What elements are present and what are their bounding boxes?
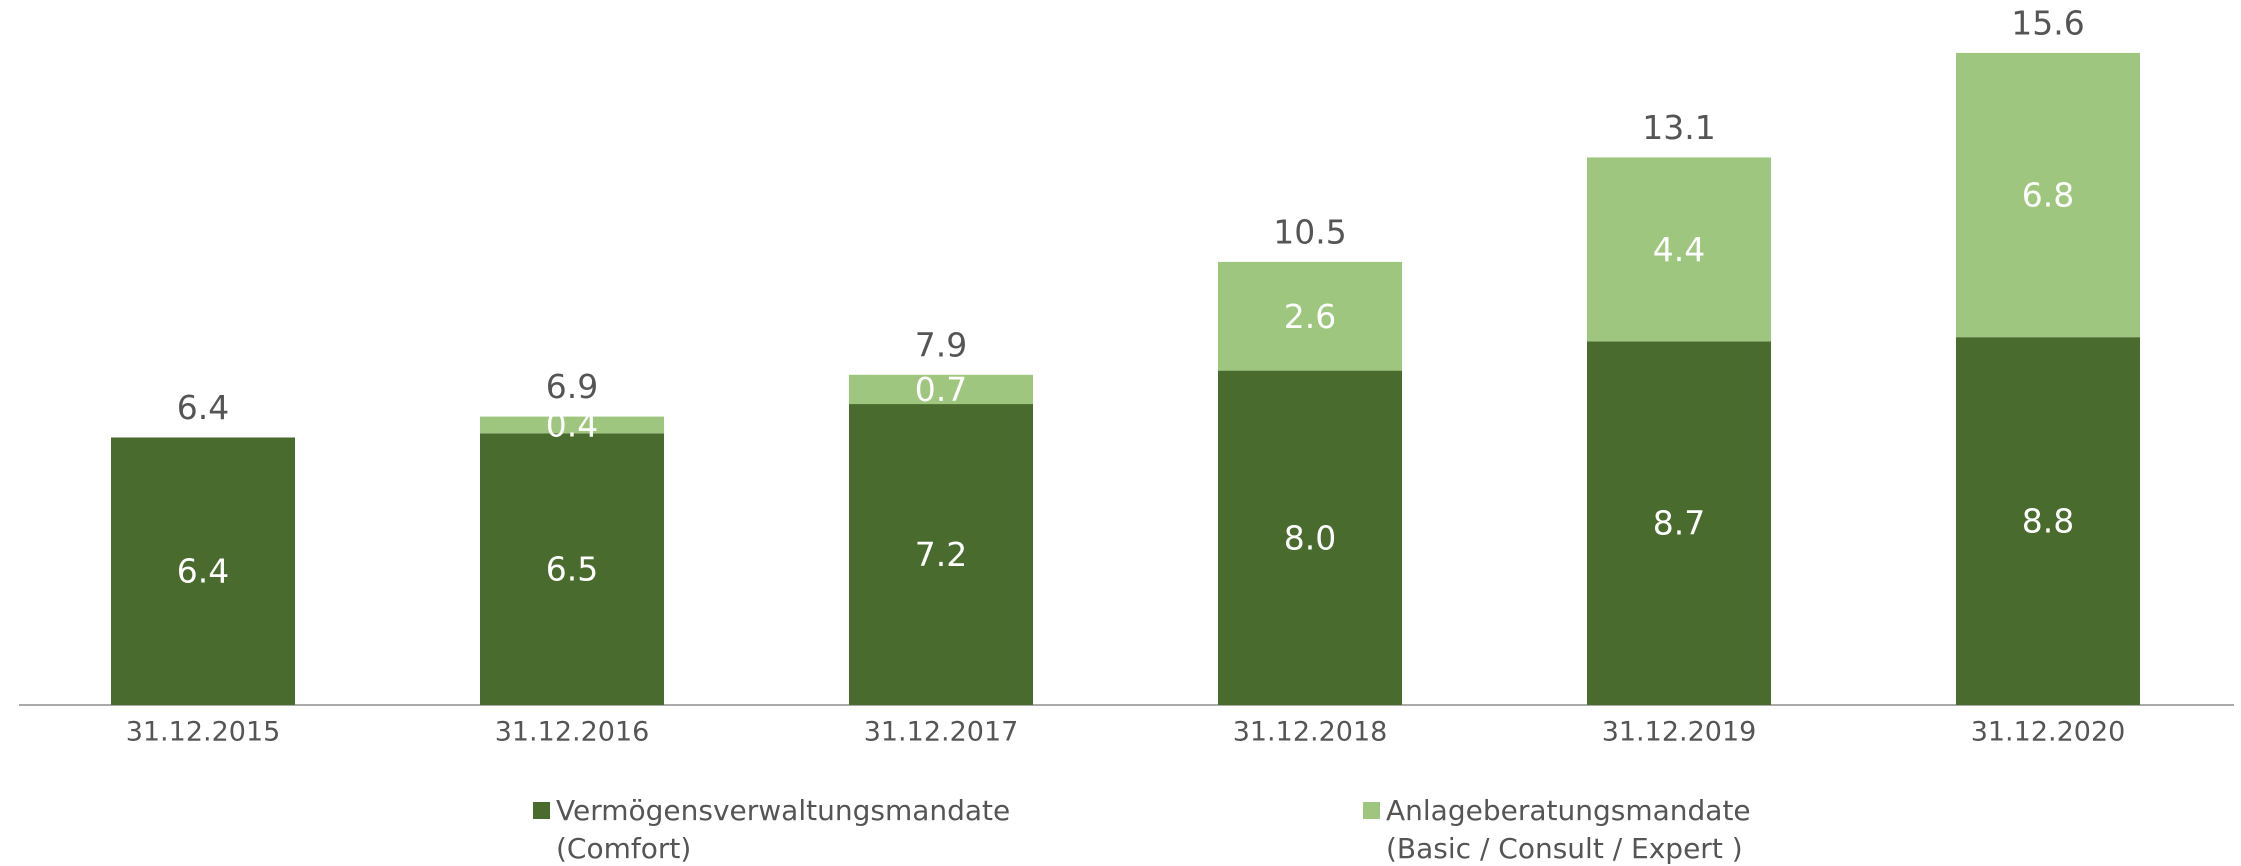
data-label: 4.4 [1653,230,1705,269]
x-tick-label: 31.12.2020 [1971,717,2126,748]
x-tick-label: 31.12.2016 [495,717,650,748]
bar-segment [1218,261,1402,371]
total-label: 6.4 [177,388,229,427]
data-label: 7.2 [915,535,967,574]
x-tick-label: 31.12.2018 [1233,717,1388,748]
data-label: 8.0 [1284,518,1336,557]
x-tick-label: 31.12.2019 [1602,717,1757,748]
legend-swatch [533,802,550,819]
total-label: 10.5 [1273,212,1346,251]
total-label: 13.1 [1642,108,1715,147]
data-label: 8.8 [2022,502,2074,541]
data-label: 6.4 [177,552,229,591]
legend-item: Vermögensverwaltungsmandate (Comfort) [533,792,1010,866]
total-label: 6.9 [546,367,598,406]
bar-segment [1587,341,1771,705]
bar-segment [480,416,664,434]
bar-segment [1587,157,1771,342]
data-label: 8.7 [1653,504,1705,543]
x-tick-label: 31.12.2017 [864,717,1019,748]
data-label: 6.8 [2022,176,2074,215]
bar-segment [849,374,1033,405]
data-label: 2.6 [1284,297,1336,336]
total-label: 7.9 [915,325,967,364]
legend-item: Anlageberatungsmandate (Basic / Consult … [1363,792,1751,866]
bar-segment [1956,337,2140,705]
bar-segment [1956,52,2140,338]
data-label: 0.7 [915,370,967,409]
data-label: 0.4 [546,405,598,444]
legend-label: Anlageberatungsmandate (Basic / Consult … [1386,794,1751,865]
x-tick-label: 31.12.2015 [126,717,281,748]
bar-segment [111,437,295,705]
bar-segment [480,433,664,705]
legend-label: Vermögensverwaltungsmandate (Comfort) [556,794,1011,865]
bar-segment [1218,370,1402,705]
legend-swatch [1363,802,1380,819]
bar-segment [849,404,1033,705]
total-label: 15.6 [2011,3,2084,42]
plot: 31.12.2015 6.4 6.4 31.12.2016 6.5 0.46.9 31.12… [19,3,2234,748]
data-label: 6.5 [546,550,598,589]
